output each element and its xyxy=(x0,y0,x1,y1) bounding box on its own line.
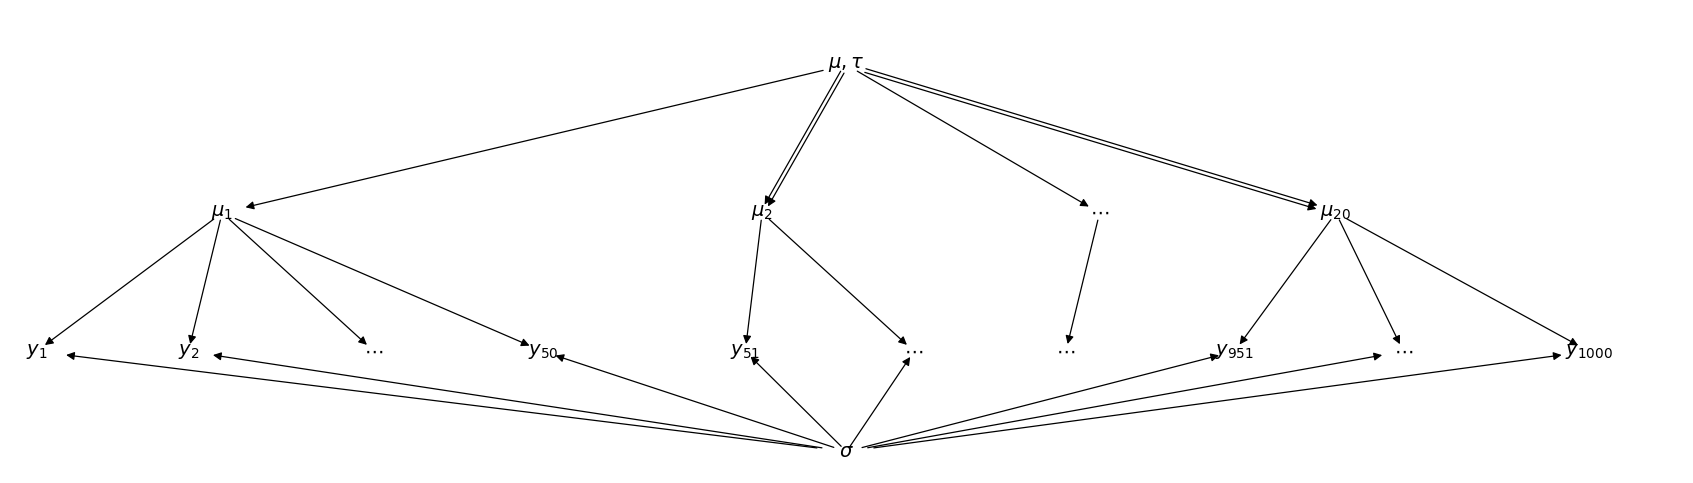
Text: $\cdots$: $\cdots$ xyxy=(1090,204,1109,222)
Text: $y_{51}$: $y_{51}$ xyxy=(730,342,760,361)
Text: $y_{1000}$: $y_{1000}$ xyxy=(1564,342,1613,361)
Text: $\cdots$: $\cdots$ xyxy=(1393,342,1414,360)
Text: $\mu_1$: $\mu_1$ xyxy=(212,203,234,222)
Text: $y_1$: $y_1$ xyxy=(25,342,47,361)
Text: $y_2$: $y_2$ xyxy=(178,342,200,361)
Text: $\mu, \tau$: $\mu, \tau$ xyxy=(828,56,865,74)
Text: $\mu_2$: $\mu_2$ xyxy=(752,203,774,222)
Text: $\cdots$: $\cdots$ xyxy=(1056,342,1075,360)
Text: $\cdots$: $\cdots$ xyxy=(904,342,924,360)
Text: $y_{50}$: $y_{50}$ xyxy=(528,342,559,361)
Text: $\sigma$: $\sigma$ xyxy=(840,442,853,461)
Text: $y_{951}$: $y_{951}$ xyxy=(1216,342,1255,361)
Text: $\cdots$: $\cdots$ xyxy=(364,342,384,360)
Text: $\mu_{20}$: $\mu_{20}$ xyxy=(1321,203,1351,222)
